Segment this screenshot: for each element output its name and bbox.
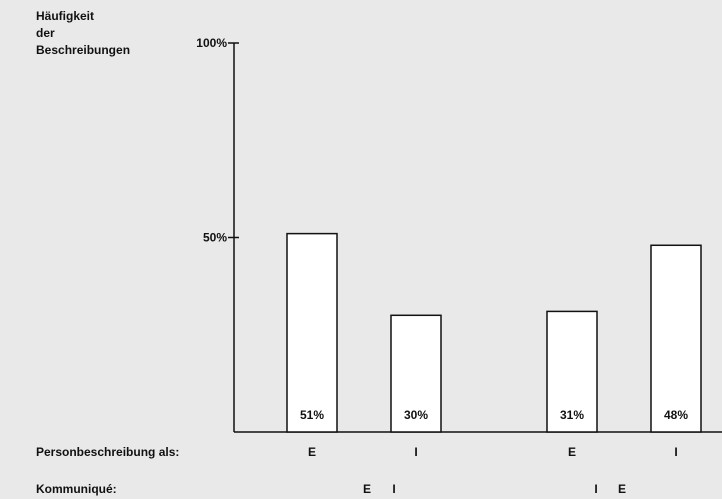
x-category-label: E xyxy=(308,445,316,459)
bar xyxy=(650,244,702,433)
y-tick-label: 50% xyxy=(203,231,227,245)
y-axis-title-line: der xyxy=(36,26,55,40)
bar xyxy=(286,232,338,433)
row-label-communique: Kommuniqué: xyxy=(36,482,117,496)
communique-label: I xyxy=(392,482,395,496)
bars: 51% 30% 31% 48% xyxy=(286,232,702,433)
y-axis-title-line: Häufigkeit xyxy=(36,9,94,23)
y-tick-label: 100% xyxy=(196,36,227,50)
bar-value-label: 31% xyxy=(560,408,584,422)
bar-value-label: 51% xyxy=(300,408,324,422)
bar-value-label: 30% xyxy=(404,408,428,422)
x-category-label: E xyxy=(568,445,576,459)
communique-label: E xyxy=(618,482,626,496)
bar xyxy=(390,314,442,433)
y-axis-ticks: 100% 50% xyxy=(196,36,239,245)
x-category-label: I xyxy=(414,445,417,459)
communique-label: E xyxy=(363,482,371,496)
row-label-description: Personbeschreibung als: xyxy=(36,445,179,459)
communique-label: I xyxy=(594,482,597,496)
y-axis-title-line: Beschreibungen xyxy=(36,43,130,57)
bar-value-label: 48% xyxy=(664,408,688,422)
bottom-labels: Personbeschreibung als: E I E I Kommuniqué: E I… xyxy=(36,445,678,496)
x-category-label: I xyxy=(674,445,677,459)
bar xyxy=(546,310,598,433)
y-axis-title: Häufigkeit der Beschreibungen xyxy=(36,9,130,57)
